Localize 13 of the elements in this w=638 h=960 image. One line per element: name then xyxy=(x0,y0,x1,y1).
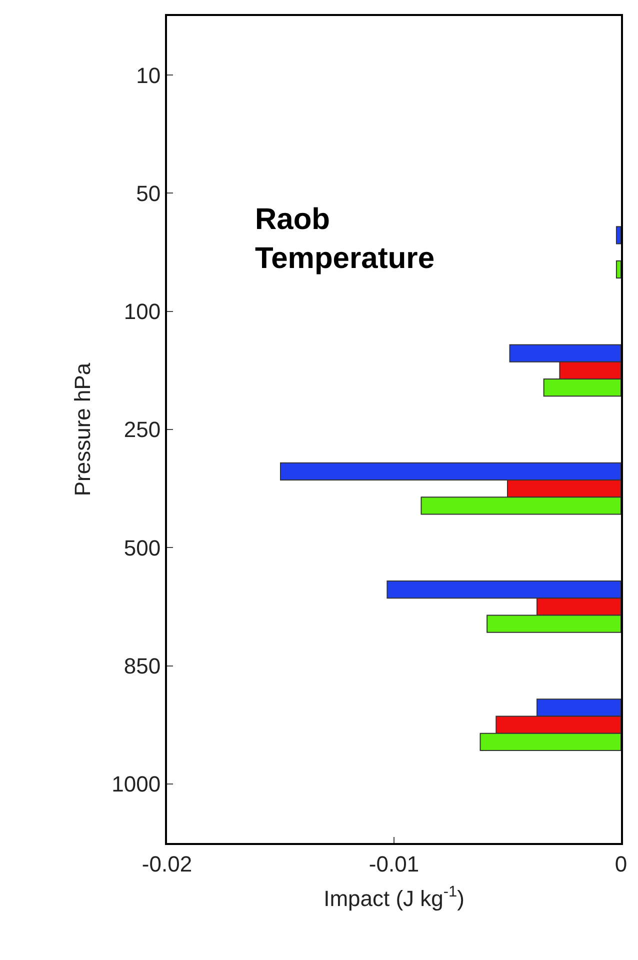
y-tick-label: 10 xyxy=(136,62,161,88)
x-tick-label: -0.02 xyxy=(142,851,192,876)
y-tick-label: 850 xyxy=(124,653,161,678)
y-tick-label: 100 xyxy=(124,299,161,324)
y-tick-label: 1000 xyxy=(112,772,161,797)
x-tick-label: -0.01 xyxy=(368,851,420,876)
annotation: Raob Temperature xyxy=(255,203,435,275)
y-axis-title: Pressure hPa xyxy=(70,362,95,496)
y-tick-label: 250 xyxy=(124,417,161,442)
x-axis-title: Impact (J kg$^{-1}$) xyxy=(324,884,464,911)
x-tick-label: 0 xyxy=(614,851,628,876)
y-tick-label: 50 xyxy=(136,180,161,206)
y-tick-label: 500 xyxy=(124,535,161,560)
